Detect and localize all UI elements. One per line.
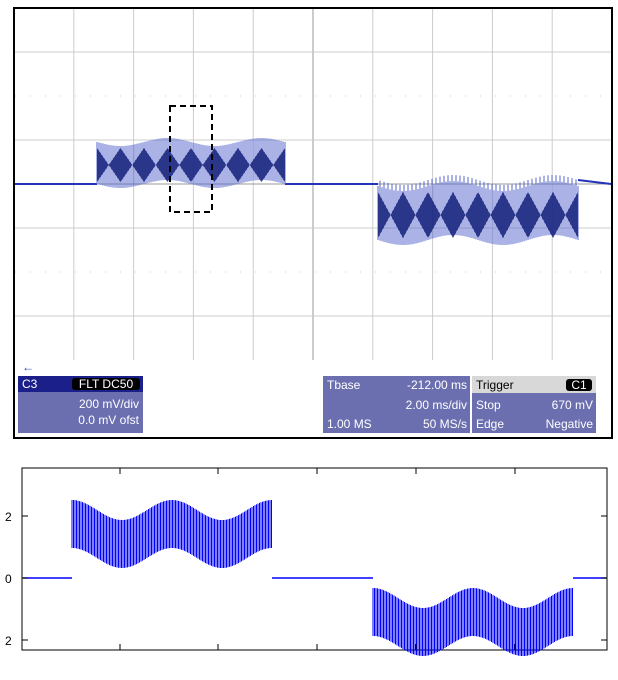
- coupling: FLT DC50: [79, 377, 134, 391]
- figure: ← C3 FLT DC50 200 mV/div 0.0 mV ofst Tba…: [0, 0, 618, 675]
- y-tick-label: 2: [5, 510, 12, 524]
- channel-scale: 200 mV/div: [79, 397, 139, 411]
- arrow-icon: ←: [22, 360, 34, 374]
- timebase-delay: -212.00 ms: [407, 378, 467, 392]
- trigger-source: C1: [571, 378, 587, 392]
- channel-offset: 0.0 mV ofst: [78, 413, 139, 427]
- y-tick-label: 0: [5, 572, 12, 586]
- trigger-mode: Stop: [476, 398, 501, 412]
- trigger-level: 670 mV: [552, 398, 593, 412]
- trigger-label: Trigger: [476, 378, 514, 392]
- timebase-scale: 2.00 ms/div: [406, 398, 467, 412]
- timebase-rate: 50 MS/s: [423, 417, 467, 431]
- channel-name: C3: [22, 377, 38, 391]
- page: ← C3 FLT DC50 200 mV/div 0.0 mV ofst Tba…: [0, 0, 618, 680]
- trigger-slope: Negative: [546, 417, 594, 431]
- y-tick-label: 2: [5, 634, 12, 648]
- timebase-label: Tbase: [327, 378, 361, 392]
- timebase-memory: 1.00 MS: [327, 417, 372, 431]
- trigger-type: Edge: [476, 417, 504, 431]
